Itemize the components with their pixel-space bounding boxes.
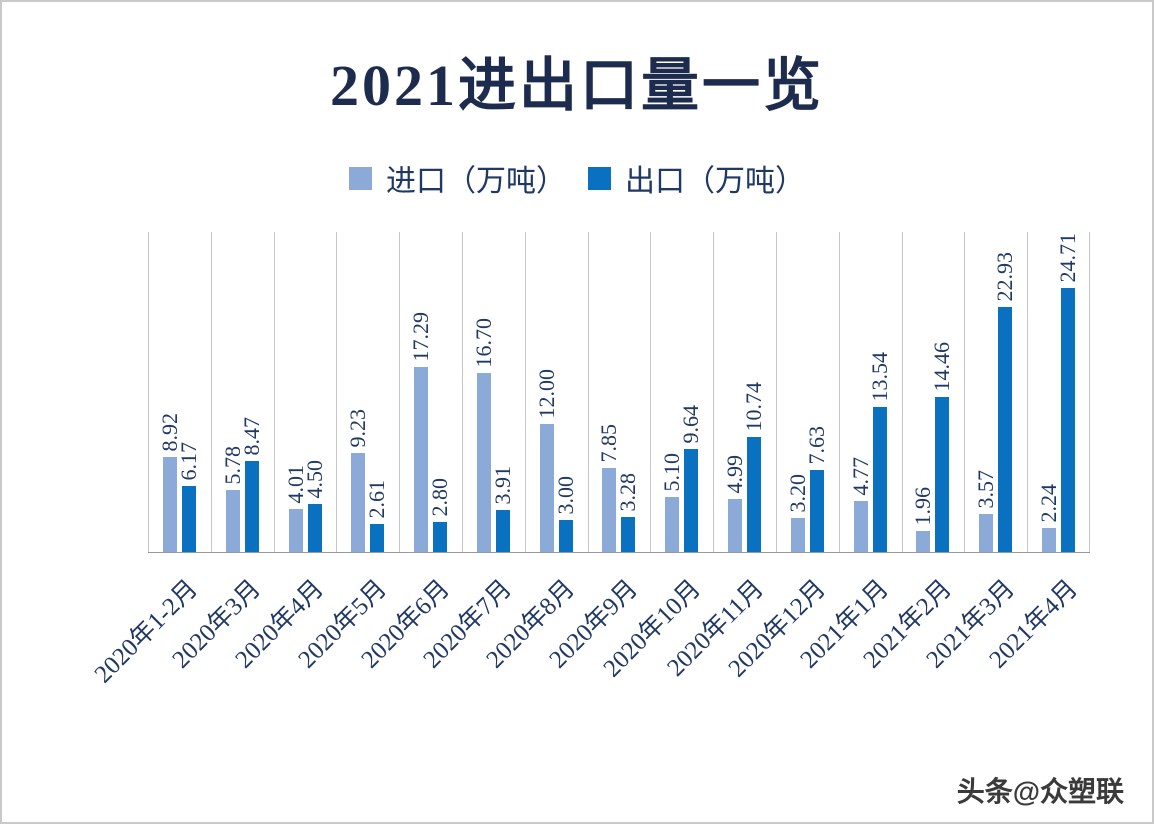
gridline [1089,232,1090,552]
legend-label-export: 出口（万吨） [625,165,805,198]
x-axis: 2020年1-2月 2020年3月 2020年4月 2020年5月 2020年6月 202… [90,554,1090,790]
legend-swatch-export [588,166,611,190]
bar-import [728,499,742,552]
plot-area: 8.92 6.17 5.78 8.47 4.01 4.50 9.23 2.61 17.29 2.8… [148,232,1090,553]
gridline [274,232,275,552]
bar-export [998,307,1012,552]
bar-value-label: 5.10 [659,452,684,492]
bar-value-label: 2.24 [1036,483,1061,523]
bar-import [226,490,240,552]
bar-export [747,437,761,552]
gridline [776,232,777,552]
bar-export [621,517,635,552]
bar-export [496,510,510,552]
bar-export [245,461,259,552]
chart-title: 2021进出口量一览 [329,53,824,118]
gridline [839,232,840,552]
gridline [148,232,149,552]
bar-value-label: 17.29 [408,311,433,362]
bar-value-label: 3.20 [785,473,810,513]
legend-item-export: 出口（万吨） [588,156,805,200]
bar-export [308,504,322,552]
bar-import [1042,528,1056,552]
bar-value-label: 1.96 [910,486,935,526]
bar-value-label: 3.57 [973,469,998,509]
bar-export [182,486,196,552]
bar-value-label: 3.00 [553,475,578,515]
watermark: 头条@众塑联 [956,776,1124,807]
bar-value-label: 2.61 [364,479,389,519]
legend-item-import: 进口（万吨） [349,156,566,200]
bar-import [979,514,993,552]
gridline [964,232,965,552]
bar-value-label: 7.85 [596,423,621,463]
bar-value-label: 3.91 [490,465,515,505]
bar-value-label: 14.46 [929,341,954,392]
bar-import [477,373,491,552]
legend-swatch-import [349,166,372,190]
bar-import [791,518,805,552]
gridline [902,232,903,552]
gridline [462,232,463,552]
bar-value-label: 24.71 [1055,232,1080,283]
bar-import [289,509,303,552]
gridline [713,232,714,552]
bar-import [602,468,616,552]
bar-import [916,531,930,552]
bar-value-label: 8.47 [239,416,264,456]
bar-import [163,457,177,552]
gridline [336,232,337,552]
bar-export [433,522,447,552]
gridline [650,232,651,552]
bar-export [810,470,824,552]
bar-import [540,424,554,552]
bar-import [351,453,365,552]
bar-value-label: 6.17 [176,441,201,481]
bar-export [873,407,887,552]
gridline [399,232,400,552]
bar-import [414,367,428,552]
gridline [525,232,526,552]
bar-export [935,397,949,552]
bar-export [370,524,384,552]
bar-export [684,449,698,552]
bar-export [559,520,573,552]
legend: 进口（万吨） 出口（万吨） [0,156,1154,200]
bar-value-label: 12.00 [534,368,559,419]
bar-value-label: 4.77 [848,456,873,496]
gridline [1027,232,1028,552]
bar-value-label: 13.54 [867,351,892,402]
bar-value-label: 16.70 [471,317,496,368]
bar-import [665,497,679,552]
bar-value-label: 7.63 [804,425,829,465]
bar-value-label: 22.93 [992,251,1017,302]
bar-value-label: 3.28 [615,472,640,512]
bar-value-label: 4.99 [722,454,747,494]
bar-import [854,501,868,552]
bar-value-label: 2.80 [427,477,452,517]
bar-value-label: 10.74 [741,381,766,432]
bar-value-label: 9.23 [345,408,370,448]
bar-value-label: 9.64 [678,404,703,444]
bar-value-label: 4.50 [302,459,327,499]
gridline [588,232,589,552]
legend-label-import: 进口（万吨） [386,165,566,198]
gridline [211,232,212,552]
bar-export [1061,288,1075,552]
